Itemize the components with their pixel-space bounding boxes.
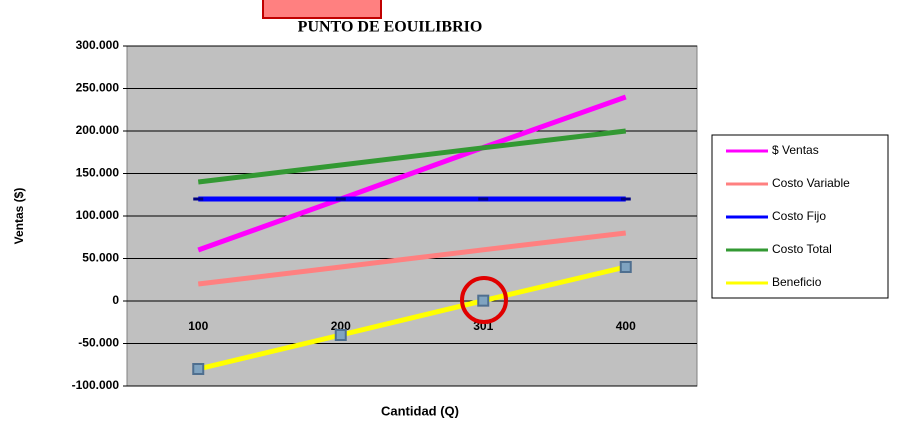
y-tick-label: 250.000	[76, 81, 120, 95]
point-marker	[334, 329, 347, 341]
highlight-circle	[460, 276, 508, 324]
series-line	[197, 94, 627, 253]
y-tick-label: 0	[112, 293, 119, 307]
x-tick-label: 400	[616, 319, 636, 333]
y-tick-label: 100.000	[76, 208, 120, 222]
legend-label: Costo Fijo	[772, 209, 826, 223]
y-tick-label: -50.000	[78, 336, 119, 350]
y-axis-label: Ventas ($)	[12, 188, 26, 245]
x-axis-label: Cantidad (Q)	[381, 403, 459, 418]
series-line	[197, 128, 627, 185]
x-tick-label: 100	[188, 319, 208, 333]
y-tick-label: 150.000	[76, 166, 120, 180]
series-line	[197, 264, 627, 372]
chart-title: PUNTO DE EOUILIBRIO	[298, 19, 483, 36]
series-line	[197, 230, 627, 287]
point-marker	[477, 294, 490, 307]
legend-label: Costo Variable	[772, 176, 850, 190]
y-tick-label: -100.000	[72, 378, 120, 392]
legend-label: Costo Total	[772, 242, 832, 256]
y-tick-label: 50.000	[82, 251, 119, 265]
point-marker	[619, 261, 632, 273]
y-tick-label: 300.000	[76, 38, 120, 52]
header-box	[262, 0, 382, 19]
point-marker	[192, 363, 205, 375]
legend-label: $ Ventas	[772, 143, 819, 157]
y-tick-label: 200.000	[76, 123, 120, 137]
legend-label: Beneficio	[772, 275, 822, 289]
